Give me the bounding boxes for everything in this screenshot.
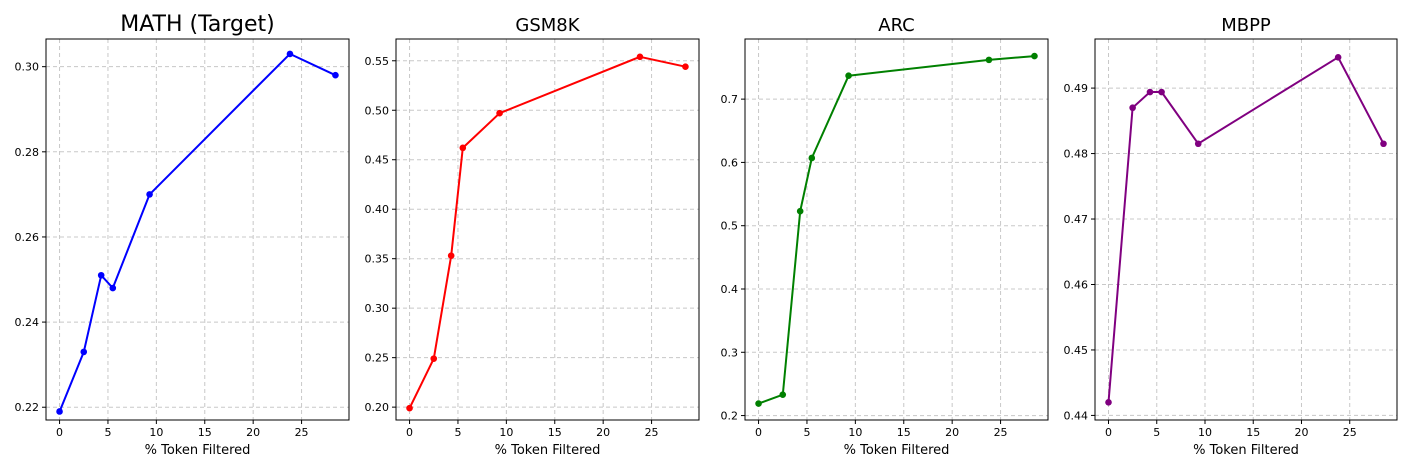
data-point-mbpp xyxy=(1334,54,1342,61)
data-point-mbpp xyxy=(1105,399,1112,406)
data-point-arc xyxy=(808,154,816,162)
data-point-arc xyxy=(985,56,993,64)
x-tick-label: 20 xyxy=(1294,426,1308,439)
data-point-gsm8k xyxy=(459,144,467,152)
data-point-arc xyxy=(779,391,787,398)
x-tick-label: 5 xyxy=(1153,426,1160,439)
x-axis-label: % Token Filtered xyxy=(844,443,950,458)
data-point-mbpp xyxy=(1158,88,1165,96)
x-tick-label: 25 xyxy=(994,426,1008,439)
x-tick-label: 25 xyxy=(1343,426,1357,439)
data-point-math xyxy=(97,271,105,279)
x-tick-label: 0 xyxy=(755,426,762,439)
chart-panel-mbpp: 0 5 10 15 20 25 0.44 0.45 0.46 0.47 0.48 0.49 MBPP % … xyxy=(1064,15,1398,458)
data-point-gsm8k xyxy=(406,404,413,412)
data-point-mbpp xyxy=(1194,140,1202,148)
y-tick-label: 0.24 xyxy=(15,316,40,329)
data-point-gsm8k xyxy=(636,53,644,61)
x-tick-label: 10 xyxy=(848,426,862,439)
x-tick-label: 20 xyxy=(596,426,610,439)
y-tick-label: 0.30 xyxy=(365,302,390,315)
x-axis-label: % Token Filtered xyxy=(145,443,251,458)
y-tick-label: 0.20 xyxy=(365,401,390,414)
x-tick-label: 10 xyxy=(1198,426,1212,439)
y-tick-label: 0.2 xyxy=(721,410,739,423)
y-tick-label: 0.35 xyxy=(365,253,390,266)
x-tick-label: 0 xyxy=(56,426,63,439)
plot-frame xyxy=(744,38,1049,421)
y-tick-label: 0.22 xyxy=(15,401,40,414)
data-point-mbpp xyxy=(1129,104,1136,112)
x-axis-label: % Token Filtered xyxy=(1193,443,1299,458)
y-tick-label: 0.45 xyxy=(1064,344,1089,357)
x-tick-label: 5 xyxy=(104,426,111,439)
data-point-arc xyxy=(845,72,852,80)
chart-title-mbpp: MBPP xyxy=(1221,15,1271,36)
plot-frame xyxy=(45,38,350,421)
data-point-gsm8k xyxy=(430,355,438,362)
y-tick-label: 0.25 xyxy=(365,352,390,365)
x-tick-label: 15 xyxy=(548,426,562,439)
data-point-math xyxy=(109,284,117,292)
chart-title-math: MATH (Target) xyxy=(120,12,275,37)
x-tick-label: 0 xyxy=(1105,426,1112,439)
y-tick-label: 0.48 xyxy=(1064,148,1089,161)
data-point-arc xyxy=(755,400,762,407)
x-tick-label: 5 xyxy=(454,426,461,439)
x-tick-label: 5 xyxy=(803,426,810,439)
y-tick-label: 0.5 xyxy=(721,220,739,233)
chart-panel-gsm8k: 0 5 10 15 20 25 0.20 0.25 0.30 0.35 0.40 0.45 0.50 0.… xyxy=(365,15,700,458)
x-tick-label: 15 xyxy=(897,426,911,439)
y-tick-label: 0.46 xyxy=(1064,278,1089,291)
x-tick-label: 15 xyxy=(1246,426,1260,439)
data-point-math xyxy=(146,191,153,198)
data-point-gsm8k xyxy=(682,63,689,71)
y-tick-label: 0.50 xyxy=(365,104,390,117)
data-point-mbpp xyxy=(1146,88,1154,96)
plot-frame xyxy=(1094,38,1398,421)
y-tick-label: 0.3 xyxy=(721,346,739,359)
y-tick-label: 0.40 xyxy=(365,203,390,216)
x-tick-label: 10 xyxy=(499,426,513,439)
y-tick-label: 0.44 xyxy=(1064,409,1089,422)
y-tick-label: 0.45 xyxy=(365,154,390,167)
data-point-math xyxy=(332,71,339,79)
x-tick-label: 15 xyxy=(198,426,212,439)
x-tick-label: 0 xyxy=(406,426,413,439)
y-tick-label: 0.6 xyxy=(721,156,739,169)
y-tick-label: 0.30 xyxy=(15,61,40,74)
y-tick-label: 0.7 xyxy=(721,93,739,106)
data-point-gsm8k xyxy=(447,252,455,260)
x-tick-label: 25 xyxy=(295,426,309,439)
chart-title-arc: ARC xyxy=(878,15,915,36)
x-tick-label: 25 xyxy=(645,426,659,439)
data-point-mbpp xyxy=(1380,140,1387,148)
chart-title-gsm8k: GSM8K xyxy=(515,15,580,36)
data-point-arc xyxy=(1031,52,1038,60)
y-tick-label: 0.49 xyxy=(1064,82,1089,95)
y-tick-label: 0.55 xyxy=(365,55,390,68)
chart-panel-math: 0 5 10 15 20 25 0.22 0.24 0.26 0.28 0.30 MATH (Targ… xyxy=(15,12,350,458)
x-tick-label: 10 xyxy=(149,426,163,439)
plot-frame xyxy=(395,38,700,421)
y-tick-label: 0.26 xyxy=(15,231,40,244)
data-point-math xyxy=(286,50,294,58)
x-axis-label: % Token Filtered xyxy=(495,443,601,458)
x-tick-label: 20 xyxy=(945,426,959,439)
chart-panel-arc: 0 5 10 15 20 25 0.2 0.3 0.4 0.5 0.6 0.7 ARC % Token F… xyxy=(721,15,1049,458)
y-tick-label: 0.28 xyxy=(15,146,40,159)
data-point-gsm8k xyxy=(496,109,503,117)
data-point-math xyxy=(80,348,88,356)
y-tick-label: 0.4 xyxy=(721,283,739,296)
data-point-arc xyxy=(796,207,804,215)
x-tick-label: 20 xyxy=(246,426,260,439)
y-tick-label: 0.47 xyxy=(1064,213,1089,226)
data-point-math xyxy=(56,408,63,415)
